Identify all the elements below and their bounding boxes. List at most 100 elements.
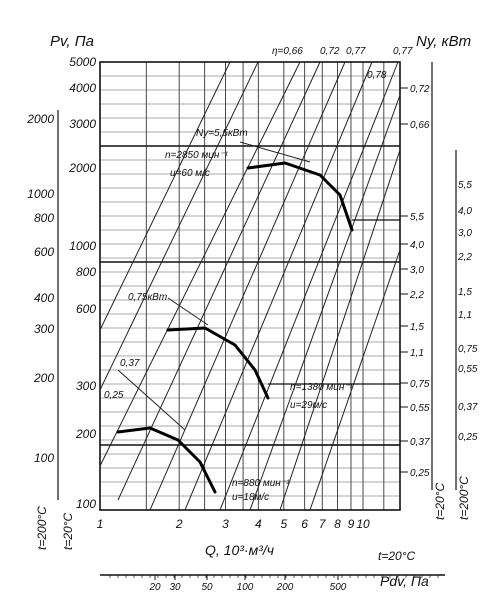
y-left-tick-label: 5000 [69,55,96,69]
y-left-tick-label: 800 [76,265,96,279]
power-outer-tick-label: 3,0 [458,228,472,239]
y-outer-tick-label: 100 [34,451,54,465]
x2-axis-title: Pdv, Па [380,573,429,589]
power-inner-tick-label: 2,2 [409,290,424,301]
power-outer-tick-label: 0,55 [458,364,478,375]
chart-frame [57,61,457,576]
x-tick-label: 7 [319,517,327,531]
y-left-tick-label: 200 [75,427,96,441]
y-left-tick-label: 100 [76,497,96,511]
power-curve-segment [239,141,311,163]
power-outer-tick-label: 2,2 [457,252,472,263]
power-inner-tick-label: 0,55 [410,403,430,414]
y-axis-left-title: Pv, Па [50,33,94,50]
x2-tick-label: 50 [201,582,213,593]
y-outer-tick-label: 400 [34,291,54,305]
x-tick-label: 1 [97,517,104,531]
power-outer-tick-label: 4,0 [458,206,472,217]
curve-power-label: 0,37 [120,358,140,369]
x-tick-label: 3 [222,517,229,531]
efficiency-diagonal [309,249,401,511]
power-curve-segment [167,297,209,326]
power-inner-tick-label: 3,0 [410,265,424,276]
power-outer-tick-label: 5,5 [458,180,472,191]
y-outer-tick-label: 2000 [26,112,54,126]
power-outer-tick-label: 0,75 [458,344,478,355]
power-inner-tick-label: 0,75 [410,379,430,390]
efficiency-diagonal [249,94,401,511]
temp-label-right-outer: t=200°C [457,476,471,520]
x-tick-label: 2 [175,517,183,531]
y-left-tick-label: 300 [76,379,96,393]
power-inner-tick-label: 4,0 [410,240,424,251]
temp-label-bottom: t=20°C [378,549,415,563]
power-outer-tick-label: 1,1 [458,310,472,321]
efficiency-lines [99,61,401,511]
y-outer-tick-label: 800 [34,211,54,225]
fan-curves [116,141,400,494]
y-outer-tick-label: 200 [33,371,54,385]
x-tick-label: 8 [334,517,341,531]
x2-tick-label: 200 [276,582,294,593]
y-left-tick-label: 1000 [69,239,96,253]
power-label-small: 0,25 [104,390,124,401]
y-axis-right-title: Ny, кВт [416,33,471,50]
y-left-tick-label: 2000 [68,161,96,175]
x2-tick-label: 500 [330,582,347,593]
curve-velocity-label: u=29м/с [290,400,327,411]
efficiency-diagonal [99,61,301,467]
curve-velocity-label: u=60 м/с [170,168,210,179]
efficiency-diagonal [99,61,231,331]
efficiency-diagonal [219,61,399,511]
power-inner-tick-label: 0,72 [410,84,430,95]
fan-curve [246,161,354,232]
efficiency-diagonal [99,61,259,391]
efficiency-label: 0,78 [367,70,387,81]
chart-grid [99,61,400,511]
curve-power-label: 0,75кВт [128,292,167,303]
curve-velocity-label: u=18м/с [232,492,269,503]
x-axis-title: Q, 10³·м³/ч [205,542,274,558]
power-inner-tick-label: 5,5 [410,212,424,223]
curve-speed-label: n=1380 мин⁻¹ [290,382,354,393]
efficiency-diagonal [149,61,346,511]
temp-label-right-inner: t=20°C [433,483,447,520]
power-inner-tick-label: 0,25 [410,468,430,479]
curve-speed-label: n=880 мин⁻¹ [232,478,290,489]
efficiency-label: 0,77 [346,46,366,57]
power-outer-tick-label: 0,25 [458,432,478,443]
x-tick-label: 6 [301,517,308,531]
x2-tick-label: 20 [148,582,161,593]
efficiency-label: 0,72 [320,46,340,57]
power-outer-tick-label: 0,37 [458,402,478,413]
curve-speed-label: n=2850 мин⁻¹ [165,150,229,161]
temp-label-left-outer: t=200°C [35,506,49,550]
y-outer-tick-label: 300 [34,322,54,336]
x2-tick-label: 30 [169,582,181,593]
x-tick-label: 10 [356,517,370,531]
temp-label-left-inner: t=20°C [61,513,75,550]
efficiency-diagonal [117,61,321,501]
y-outer-tick-label: 600 [34,245,54,259]
x-tick-label: 4 [255,517,262,531]
y-left-tick-label: 600 [76,302,96,316]
power-curve-segment [117,369,186,431]
efficiency-label: η=0,66 [272,46,303,57]
x2-tick-label: 100 [237,582,254,593]
efficiency-label: 0,77 [393,46,413,57]
fan-curve [166,326,270,400]
y-left-tick-label: 3000 [69,117,96,131]
power-inner-tick-label: 0,37 [410,437,430,448]
efficiency-diagonal [184,61,373,511]
efficiency-diagonal [279,149,401,511]
curve-power-label: Ny=5,5кВт [196,128,248,139]
x-tick-label: 5 [280,517,287,531]
y-outer-tick-label: 1000 [27,187,54,201]
y-left-tick-label: 4000 [69,81,96,95]
chart-labels: 1 2 3 4 5 6 7 8 9 10 20 30 50 100 200 500 5000 4000 3000 20… [26,46,478,593]
power-inner-tick-label: 0,66 [410,120,430,131]
power-outer-tick-label: 1,5 [458,287,472,298]
power-inner-tick-label: 1,1 [410,348,424,359]
x-tick-label: 9 [348,517,355,531]
